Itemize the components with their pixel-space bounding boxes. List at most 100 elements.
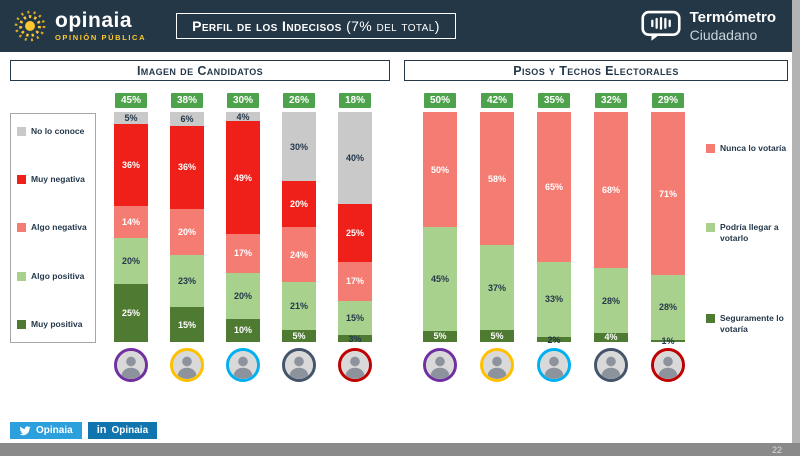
stacked-bar: 40% 25% 17% 15% 3% [338,112,372,344]
linkedin-button[interactable]: in Opinaia [87,422,158,439]
stacked-bar: 30% 20% 24% 21% 5% [282,112,316,342]
person-silhouette-icon [285,350,313,379]
segment-value: 15% [345,312,365,323]
panel-imagen-candidatos: Imagen de Candidatos No lo conoce Muy neg… [10,60,390,382]
legend-label: Algo positiva [31,270,85,281]
segment-value: 28% [658,302,678,313]
chart-column: 38% 6% 36% 20% 23% 15% [166,93,208,382]
speech-bubble-meter-icon [641,10,681,41]
linkedin-label: Opinaia [111,425,149,436]
segment-value: 40% [345,153,365,163]
total-badge: 38% [171,93,203,108]
bar-segment: 25% [114,284,148,342]
bar-segment: 37% [480,245,514,331]
bar-segment: 24% [282,227,316,283]
stacked-bar: 50% 45% 5% [423,112,457,342]
bar-segment: 20% [226,272,260,319]
bar-segment: 49% [226,121,260,234]
stacked-bar: 58% 37% 5% [480,112,514,342]
header-bar: opinaia OPINIÓN PÚBLICA Perfil de los In… [0,0,792,52]
bar-segment: 15% [170,307,204,342]
person-silhouette-icon [341,350,369,379]
person-silhouette-icon [229,350,257,379]
chart-columns: 45% 5% 36% 14% 20% 25% 38% 6% 36% 20% 23% 15% 30% 4% 4… [96,93,390,382]
total-badge: 30% [227,93,259,108]
candidate-avatar [114,347,148,382]
bar-segment: 65% [537,112,571,262]
legend-label: Nunca lo votaría [720,143,787,153]
segment-value: 3% [348,333,362,344]
legend-swatch [17,271,26,281]
segment-value: 5% [124,112,138,123]
person-silhouette-icon [426,351,454,379]
total-badge: 18% [339,93,371,108]
segment-value: 36% [177,162,197,173]
twitter-button[interactable]: Opinaia [10,422,82,439]
bar-segment: 20% [282,181,316,227]
legend-item: Podría llegar a votarlo [706,222,788,244]
bar-segment: 36% [114,123,148,207]
person-silhouette-icon [117,350,145,379]
legend-swatch [706,313,715,323]
person-silhouette-icon [597,350,625,379]
linkedin-icon: in [96,424,107,436]
stacked-bar: 4% 49% 17% 20% 10% [226,112,260,342]
legend-swatch [17,319,26,329]
segment-value: 20% [177,226,197,237]
segment-value: 20% [289,199,309,209]
bar-segment: 33% [537,261,571,338]
bar-segment: 20% [114,238,148,285]
candidate-avatar [594,347,628,382]
bar-segment: 14% [114,206,148,239]
chart-column: 26% 30% 20% 24% 21% 5% [278,93,320,382]
bar-segment: 3% [338,333,372,344]
candidate-avatar [651,347,685,382]
segment-value: 1% [661,335,675,346]
segment-value: 6% [180,113,194,124]
legend-item: No lo conoce [17,126,89,137]
chart-legend: Nunca lo votaría Podría llegar a votarlo S… [706,139,788,339]
candidate-avatar [170,347,204,382]
bar-segment: 20% [170,208,204,255]
segment-value: 68% [601,185,621,196]
segment-value: 21% [289,301,309,312]
total-badge: 26% [283,93,315,108]
bar-segment: 17% [226,233,260,273]
termometro-ciudadano-logo: Termómetro Ciudadano [641,9,776,43]
segment-value: 20% [233,290,253,301]
chart-column: 18% 40% 25% 17% 15% 3% [334,93,376,382]
segment-value: 17% [233,248,253,259]
opinaia-sun-icon [14,10,46,42]
bar-segment: 15% [338,300,372,336]
bar-segment: 28% [651,275,685,340]
segment-value: 20% [121,256,141,267]
segment-value: 4% [604,332,618,343]
segment-value: 45% [430,273,450,284]
chart-column: 50% 50% 45% 5% [419,93,461,382]
legend-item: Seguramente lo votaría [706,313,788,335]
bar-segment: 4% [594,332,628,343]
segment-value: 65% [544,181,564,192]
bar-segment: 6% [170,112,204,126]
termometro-line2: Ciudadano [689,26,758,43]
person-silhouette-icon [173,350,201,379]
twitter-icon [19,425,31,435]
chart-column: 45% 5% 36% 14% 20% 25% [110,93,152,382]
stacked-bar: 6% 36% 20% 23% 15% [170,112,204,342]
legend-swatch [17,223,26,233]
legend-item: Muy negativa [17,174,89,185]
bar-segment: 40% [338,112,372,204]
segment-value: 5% [292,331,306,342]
segment-value: 4% [236,111,250,122]
chart-column: 35% 65% 33% 2% [533,93,575,382]
bar-segment: 5% [423,330,457,342]
brand-tagline: OPINIÓN PÚBLICA [55,33,147,43]
bar-segment: 5% [114,112,148,124]
stacked-bar: 5% 36% 14% 20% 25% [114,112,148,342]
person-silhouette-icon [483,350,511,379]
chart-columns: 50% 50% 45% 5% 42% 58% 37% 5% 35% 65% 33% 2% 32% 68% 2… [404,93,704,382]
legend-item: Algo positiva [17,271,89,282]
panel-title: Pisos y Techos Electorales [404,60,788,81]
bar-segment: 25% [338,204,372,262]
total-badge: 35% [538,93,570,108]
